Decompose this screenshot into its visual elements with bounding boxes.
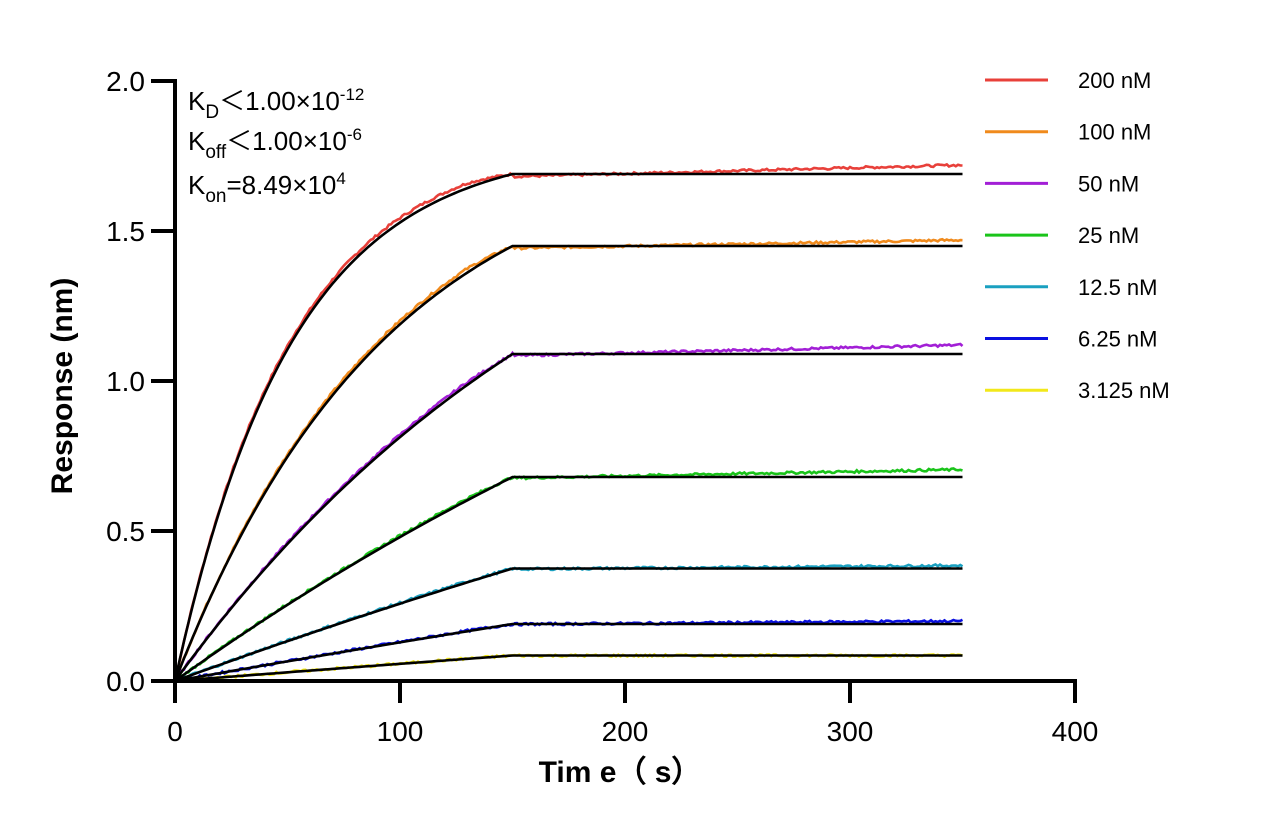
kon-annotation: Kon=8.49×104 — [188, 169, 346, 207]
y-tick-label: 0.0 — [106, 666, 145, 697]
fit-line-6.25-nm — [174, 622, 963, 683]
y-tick-label: 1.0 — [106, 366, 145, 397]
fit-line-25-nm — [174, 475, 963, 683]
kinetic-constants: KD＜1.00×10-12 Koff＜1.00×10-6 Kon=8.49×10… — [188, 85, 364, 207]
legend-label: 6.25 nM — [1078, 327, 1158, 352]
legend-label: 50 nM — [1078, 171, 1139, 196]
legend-item: 50 nM — [985, 171, 1139, 196]
fit-line-200-nm — [173, 172, 963, 682]
x-tick-label: 200 — [602, 716, 649, 747]
x-tick-label: 300 — [827, 716, 874, 747]
series-line-25-nm — [174, 467, 963, 682]
x-tick-label: 400 — [1052, 716, 1099, 747]
fit-line-3.125-nm — [174, 654, 963, 683]
legend-label: 200 nM — [1078, 68, 1151, 93]
fit-line-100-nm — [173, 244, 963, 682]
legend-item: 200 nM — [985, 68, 1151, 93]
fit-curves-layer — [173, 172, 963, 683]
legend-label: 25 nM — [1078, 223, 1139, 248]
curves-layer — [173, 162, 964, 683]
x-tick-label: 100 — [377, 716, 424, 747]
fit-line-50-nm — [173, 352, 963, 682]
series-line-100-nm — [173, 237, 963, 681]
series-line-50-nm — [173, 342, 964, 682]
legend-item: 6.25 nM — [985, 327, 1158, 352]
legend-item: 100 nM — [985, 120, 1151, 145]
kd-annotation: KD＜1.00×10-12 — [188, 85, 364, 123]
ticks-layer: 0 100 200 300 400 0.0 0.5 1.0 1.5 2.0 — [106, 66, 1098, 747]
legend: 200 nM 100 nM 50 nM 25 nM 12.5 nM 6.25 nM 3.12… — [985, 68, 1170, 403]
legend-label: 12.5 nM — [1078, 275, 1158, 300]
y-axis-title: Response (nm) — [46, 278, 79, 495]
legend-item: 3.125 nM — [985, 378, 1170, 403]
x-axis-title: Tim e（ s） — [539, 755, 702, 789]
legend-label: 100 nM — [1078, 120, 1151, 145]
y-tick-label: 2.0 — [106, 66, 145, 97]
y-tick-label: 0.5 — [106, 516, 145, 547]
fit-line-12.5-nm — [174, 567, 963, 683]
legend-item: 12.5 nM — [985, 275, 1158, 300]
y-tick-label: 1.5 — [106, 216, 145, 247]
koff-annotation: Koff＜1.00×10-6 — [188, 125, 362, 163]
legend-item: 25 nM — [985, 223, 1139, 248]
x-tick-label: 0 — [167, 716, 183, 747]
legend-label: 3.125 nM — [1078, 378, 1170, 403]
